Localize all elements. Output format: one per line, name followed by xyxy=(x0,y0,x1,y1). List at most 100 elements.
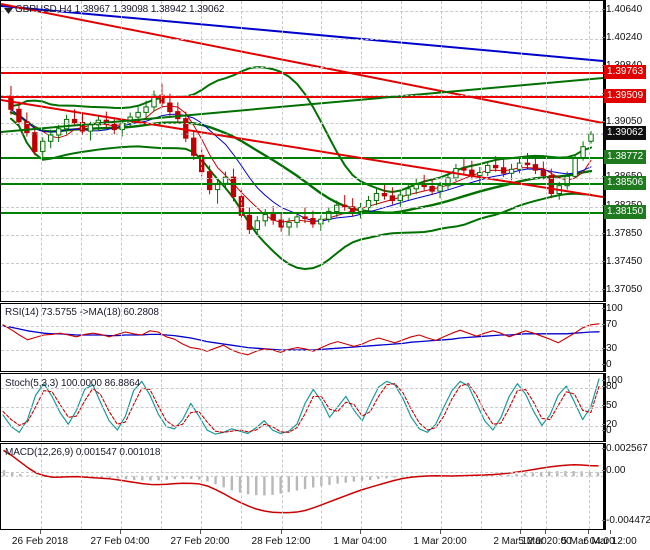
candle-body xyxy=(524,162,531,166)
grid-line-vertical xyxy=(241,1,242,301)
axis-tick-mark xyxy=(602,65,605,66)
candle-body xyxy=(111,123,117,131)
price-chart-plot[interactable] xyxy=(1,1,603,301)
stochastic-plot[interactable] xyxy=(1,374,603,441)
axis-tick-mark xyxy=(602,261,605,262)
support-level-1[interactable]: 1.38772 xyxy=(604,150,647,164)
axis-tick-mark xyxy=(602,380,605,381)
current-price-label[interactable]: 1.39062 xyxy=(604,126,647,140)
bollinger-lower-band xyxy=(9,117,593,271)
macd-histogram-bar xyxy=(539,472,543,477)
price-axis[interactable]: 1.406401.402401.398401.394501.390501.386… xyxy=(602,0,650,302)
grid-line-vertical xyxy=(121,304,122,371)
candle-body xyxy=(342,204,348,208)
candle-body xyxy=(310,217,316,225)
candle-body xyxy=(500,167,507,174)
support-level-3[interactable]: 1.38150 xyxy=(604,205,647,219)
candle-body xyxy=(485,164,491,173)
grid-line-horizontal xyxy=(1,95,603,96)
moving-average-fast xyxy=(10,105,592,223)
grid-line-vertical xyxy=(321,1,322,301)
axis-tick-label: 1.37850 xyxy=(602,229,642,239)
time-tick-label: 5 Mar 04:00 xyxy=(561,536,615,547)
grid-line-vertical xyxy=(546,444,547,529)
rsi-ma-line xyxy=(2,325,600,351)
axis-tick-label: 0.002567 xyxy=(602,444,648,454)
macd-histogram-bar xyxy=(499,475,502,477)
time-axis[interactable]: 26 Feb 2018 27 Feb 04:00 27 Feb 20:00 28 Fe… xyxy=(0,530,650,550)
resistance-level-1[interactable]: 1.39763 xyxy=(604,65,647,79)
macd-series-svg xyxy=(1,449,603,514)
axis-tick-mark xyxy=(602,324,605,325)
axis-tick-label: 70 xyxy=(602,320,617,330)
time-tick-mark xyxy=(281,530,282,534)
triangle-down-icon[interactable] xyxy=(3,5,15,17)
macd-label: MACD(12,26,9) 0.001547 0.001018 xyxy=(5,447,161,458)
grid-line-vertical xyxy=(521,1,522,301)
moving-average-slow xyxy=(10,108,592,222)
support-level-2[interactable]: 1.38506 xyxy=(604,176,647,190)
candle-body xyxy=(71,118,78,124)
macd-histogram-bar xyxy=(303,476,307,490)
rsi-axis[interactable]: 100 70 30 0 xyxy=(602,303,650,372)
time-tick-label: 1 Mar 04:00 xyxy=(333,536,387,547)
grid-line-vertical xyxy=(282,1,283,301)
macd-histogram-bar xyxy=(149,476,152,481)
time-tick-mark xyxy=(440,530,441,534)
grid-line-vertical xyxy=(241,444,242,529)
macd-histogram-bar xyxy=(385,476,388,479)
candle-body xyxy=(230,176,237,198)
grid-line-vertical xyxy=(401,444,402,529)
candle-body xyxy=(191,137,197,156)
macd-histogram-bar xyxy=(360,476,364,481)
macd-panel[interactable]: MACD(12,26,9) 0.001547 0.001018 xyxy=(0,443,604,530)
grid-line-vertical xyxy=(361,444,362,529)
axis-tick-label: 80 xyxy=(602,382,617,392)
candle-body xyxy=(167,102,173,113)
macd-histogram-bar xyxy=(312,476,315,488)
stochastic-axis[interactable]: 100 80 50 20 0 xyxy=(602,373,650,442)
stochastic-panel[interactable]: Stoch(5,3,3) 100.0000 86.8864 xyxy=(0,373,604,442)
grid-line-horizontal xyxy=(1,207,603,208)
candle-body xyxy=(389,195,396,202)
macd-histogram-bar xyxy=(279,476,282,494)
grid-line-horizontal xyxy=(1,350,603,351)
macd-histogram-bar xyxy=(515,474,518,477)
grid-line-vertical xyxy=(321,444,322,529)
grid-line-vertical xyxy=(241,304,242,371)
resistance-level-2[interactable]: 1.39509 xyxy=(604,89,647,103)
axis-tick-mark xyxy=(602,520,605,521)
chart-title: GBPUSD,H4 1.38967 1.39098 1.38942 1.3906… xyxy=(15,4,225,15)
time-tick-label: 27 Feb 04:00 xyxy=(90,536,150,547)
price-chart-panel[interactable]: GBPUSD,H4 1.38967 1.39098 1.38942 1.3906… xyxy=(0,0,604,302)
grid-line-vertical xyxy=(81,304,82,371)
macd-histogram-bar xyxy=(547,471,551,477)
grid-line-vertical xyxy=(401,304,402,371)
macd-axis[interactable]: 0.002567 0.00 -0.004472 xyxy=(602,443,650,530)
grid-line-horizontal xyxy=(1,407,603,408)
candle-body xyxy=(349,206,356,212)
grid-line-horizontal xyxy=(1,426,603,427)
time-tick-mark xyxy=(360,530,361,534)
axis-tick-mark xyxy=(602,424,605,425)
axis-tick-label: 0.00 xyxy=(602,466,625,476)
grid-line-horizontal xyxy=(1,123,603,124)
axis-tick-mark xyxy=(602,364,605,365)
macd-plot[interactable] xyxy=(1,444,603,529)
candle-body xyxy=(16,108,22,123)
candle-body xyxy=(564,175,570,187)
candle-body xyxy=(183,118,189,139)
grid-line-vertical xyxy=(589,304,590,371)
axis-tick-mark xyxy=(602,233,605,234)
macd-histogram xyxy=(2,470,600,496)
macd-histogram-bar xyxy=(344,476,347,483)
macd-histogram-bar xyxy=(132,476,136,480)
grid-line-vertical xyxy=(282,444,283,529)
macd-histogram-bar xyxy=(507,474,510,477)
price-series-svg xyxy=(1,3,603,271)
grid-line-horizontal xyxy=(1,291,603,292)
time-tick-mark xyxy=(40,530,41,534)
rsi-panel[interactable]: RSI(14) 73.5755 ->MA(18) 60.2808 xyxy=(0,303,604,372)
axis-tick-label: 30 xyxy=(602,344,617,354)
